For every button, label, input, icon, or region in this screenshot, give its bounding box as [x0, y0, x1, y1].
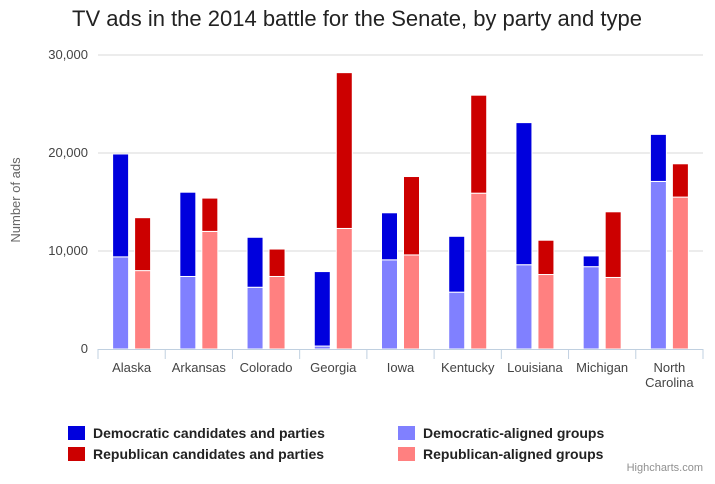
bar-arkansas-democratic-candidates-and-parties[interactable]	[179, 191, 197, 277]
y-tick-label: 20,000	[48, 145, 88, 160]
bar-louisiana-republican-aligned-groups[interactable]	[537, 274, 555, 350]
legend-swatch-democratic-candidates-and-parties[interactable]	[68, 426, 85, 440]
bar-iowa-democratic-candidates-and-parties[interactable]	[381, 212, 398, 261]
chart-title: TV ads in the 2014 battle for the Senate…	[72, 6, 642, 31]
bar-kentucky-democratic-candidates-and-parties[interactable]	[448, 235, 466, 293]
axes: 0 10,000 20,000 30,000 Alaska Arkansas Colorad…	[48, 47, 704, 390]
bar-michigan-democratic-aligned-groups[interactable]	[582, 266, 600, 350]
legend: Democratic candidates and parties Democra…	[68, 425, 604, 462]
x-tick-label: Iowa	[387, 360, 415, 375]
bar-colorado-republican-candidates-and-parties[interactable]	[268, 248, 286, 277]
bar-arkansas-democratic-aligned-groups[interactable]	[179, 275, 197, 350]
bar-iowa-republican-candidates-and-parties[interactable]	[403, 176, 420, 256]
bar-iowa-democratic-aligned-groups[interactable]	[381, 259, 398, 350]
x-tick-label: Alaska	[112, 360, 152, 375]
legend-swatch-republican-aligned-groups[interactable]	[398, 447, 415, 461]
bar-alaska-democratic-aligned-groups[interactable]	[112, 256, 130, 350]
bar-arkansas-republican-aligned-groups[interactable]	[201, 230, 219, 350]
bar-georgia-republican-aligned-groups[interactable]	[335, 227, 353, 350]
bar-michigan-republican-candidates-and-parties[interactable]	[604, 211, 622, 278]
bar-louisiana-republican-candidates-and-parties[interactable]	[537, 239, 555, 276]
bar-north-carolina-democratic-candidates-and-parties[interactable]	[649, 133, 667, 182]
grid-lines	[98, 54, 703, 252]
x-tick-label: Colorado	[240, 360, 293, 375]
bar-michigan-democratic-candidates-and-parties[interactable]	[582, 255, 600, 268]
bar-iowa-republican-aligned-groups[interactable]	[403, 254, 420, 350]
legend-swatch-republican-candidates-and-parties[interactable]	[68, 447, 85, 461]
bar-georgia-republican-candidates-and-parties[interactable]	[335, 72, 353, 229]
legend-label-republican-candidates-and-parties[interactable]: Republican candidates and parties	[93, 446, 324, 462]
bar-alaska-republican-candidates-and-parties[interactable]	[134, 217, 152, 272]
legend-label-democratic-candidates-and-parties[interactable]: Democratic candidates and parties	[93, 425, 325, 441]
bar-arkansas-republican-candidates-and-parties[interactable]	[201, 197, 219, 232]
bar-north-carolina-republican-aligned-groups[interactable]	[671, 196, 689, 350]
bar-colorado-democratic-aligned-groups[interactable]	[246, 286, 264, 350]
bar-louisiana-democratic-aligned-groups[interactable]	[515, 264, 533, 350]
y-tick-label: 0	[81, 341, 88, 356]
bar-alaska-republican-aligned-groups[interactable]	[134, 270, 152, 350]
x-tick-label: Georgia	[310, 360, 357, 375]
y-tick-label: 30,000	[48, 47, 88, 62]
bar-kentucky-democratic-aligned-groups[interactable]	[448, 291, 466, 350]
x-tick-label: Kentucky	[441, 360, 495, 375]
bars	[112, 72, 689, 350]
bar-north-carolina-democratic-aligned-groups[interactable]	[649, 180, 667, 350]
legend-label-democratic-aligned-groups[interactable]: Democratic-aligned groups	[423, 425, 604, 441]
bar-michigan-republican-aligned-groups[interactable]	[604, 276, 622, 350]
bar-north-carolina-republican-candidates-and-parties[interactable]	[671, 163, 689, 198]
bar-louisiana-democratic-candidates-and-parties[interactable]	[515, 122, 533, 266]
bar-kentucky-republican-aligned-groups[interactable]	[470, 192, 488, 350]
bar-colorado-republican-aligned-groups[interactable]	[268, 275, 286, 350]
bar-alaska-democratic-candidates-and-parties[interactable]	[112, 153, 130, 258]
y-axis-title: Number of ads	[8, 157, 23, 243]
legend-swatch-democratic-aligned-groups[interactable]	[398, 426, 415, 440]
y-tick-label: 10,000	[48, 243, 88, 258]
legend-label-republican-aligned-groups[interactable]: Republican-aligned groups	[423, 446, 604, 462]
bar-colorado-democratic-candidates-and-parties[interactable]	[246, 236, 264, 288]
bar-georgia-democratic-candidates-and-parties[interactable]	[313, 271, 331, 347]
x-tick-label: Michigan	[576, 360, 628, 375]
x-tick-label: Arkansas	[172, 360, 227, 375]
x-tick-label: Carolina	[645, 375, 694, 390]
credits-link[interactable]: Highcharts.com	[627, 462, 703, 474]
bar-kentucky-republican-candidates-and-parties[interactable]	[470, 94, 488, 194]
x-tick-label: North	[653, 360, 685, 375]
x-tick-label: Louisiana	[507, 360, 563, 375]
